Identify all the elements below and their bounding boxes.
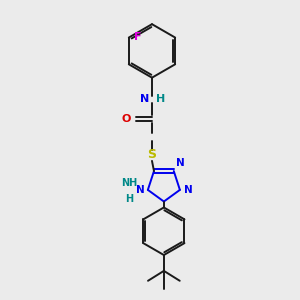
- Text: N: N: [176, 158, 184, 168]
- Text: N: N: [140, 94, 149, 104]
- Text: N: N: [184, 185, 193, 195]
- Text: H: H: [156, 94, 165, 104]
- Text: N: N: [136, 185, 145, 195]
- Text: NH: NH: [121, 178, 137, 188]
- Text: F: F: [134, 32, 141, 42]
- Text: H: H: [125, 194, 133, 204]
- Text: S: S: [148, 148, 157, 161]
- Text: O: O: [122, 114, 131, 124]
